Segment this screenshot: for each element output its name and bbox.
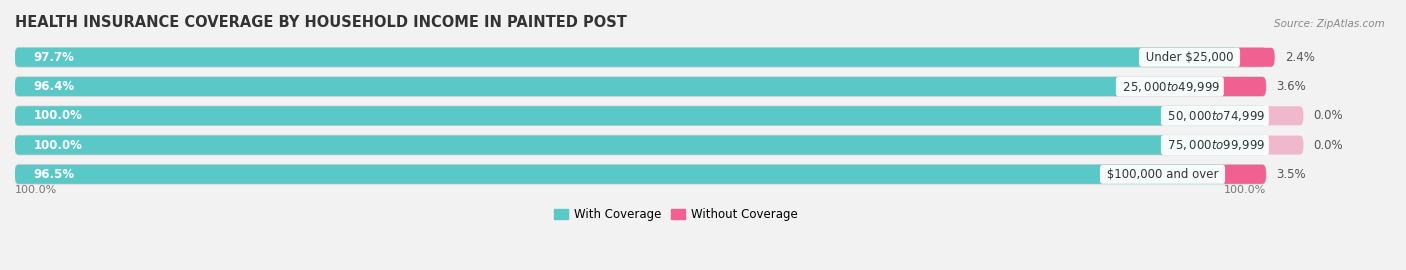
Legend: With Coverage, Without Coverage: With Coverage, Without Coverage xyxy=(548,203,801,226)
FancyBboxPatch shape xyxy=(1237,48,1275,67)
Text: 100.0%: 100.0% xyxy=(34,109,83,122)
Text: 100.0%: 100.0% xyxy=(1223,185,1265,195)
FancyBboxPatch shape xyxy=(15,165,1265,184)
Text: $100,000 and over: $100,000 and over xyxy=(1102,168,1222,181)
Text: 97.7%: 97.7% xyxy=(34,51,75,64)
FancyBboxPatch shape xyxy=(1265,106,1303,125)
FancyBboxPatch shape xyxy=(15,106,1265,125)
Text: 96.5%: 96.5% xyxy=(34,168,75,181)
Text: 0.0%: 0.0% xyxy=(1313,139,1343,151)
Text: Source: ZipAtlas.com: Source: ZipAtlas.com xyxy=(1274,19,1385,29)
FancyBboxPatch shape xyxy=(15,165,1222,184)
Text: 0.0%: 0.0% xyxy=(1313,109,1343,122)
Text: $25,000 to $49,999: $25,000 to $49,999 xyxy=(1119,80,1220,93)
FancyBboxPatch shape xyxy=(1265,136,1303,154)
FancyBboxPatch shape xyxy=(15,136,1265,154)
Text: HEALTH INSURANCE COVERAGE BY HOUSEHOLD INCOME IN PAINTED POST: HEALTH INSURANCE COVERAGE BY HOUSEHOLD I… xyxy=(15,15,627,30)
Text: Under $25,000: Under $25,000 xyxy=(1142,51,1237,64)
Text: 2.4%: 2.4% xyxy=(1285,51,1315,64)
Text: 100.0%: 100.0% xyxy=(15,185,58,195)
Text: $75,000 to $99,999: $75,000 to $99,999 xyxy=(1164,138,1265,152)
FancyBboxPatch shape xyxy=(1220,77,1265,96)
FancyBboxPatch shape xyxy=(15,48,1237,67)
Text: 3.5%: 3.5% xyxy=(1275,168,1306,181)
FancyBboxPatch shape xyxy=(15,136,1265,154)
FancyBboxPatch shape xyxy=(1222,165,1265,184)
FancyBboxPatch shape xyxy=(15,77,1220,96)
FancyBboxPatch shape xyxy=(15,48,1265,67)
Text: 100.0%: 100.0% xyxy=(34,139,83,151)
FancyBboxPatch shape xyxy=(15,106,1265,125)
FancyBboxPatch shape xyxy=(15,77,1265,96)
Text: 96.4%: 96.4% xyxy=(34,80,75,93)
Text: 3.6%: 3.6% xyxy=(1275,80,1306,93)
Text: $50,000 to $74,999: $50,000 to $74,999 xyxy=(1164,109,1265,123)
